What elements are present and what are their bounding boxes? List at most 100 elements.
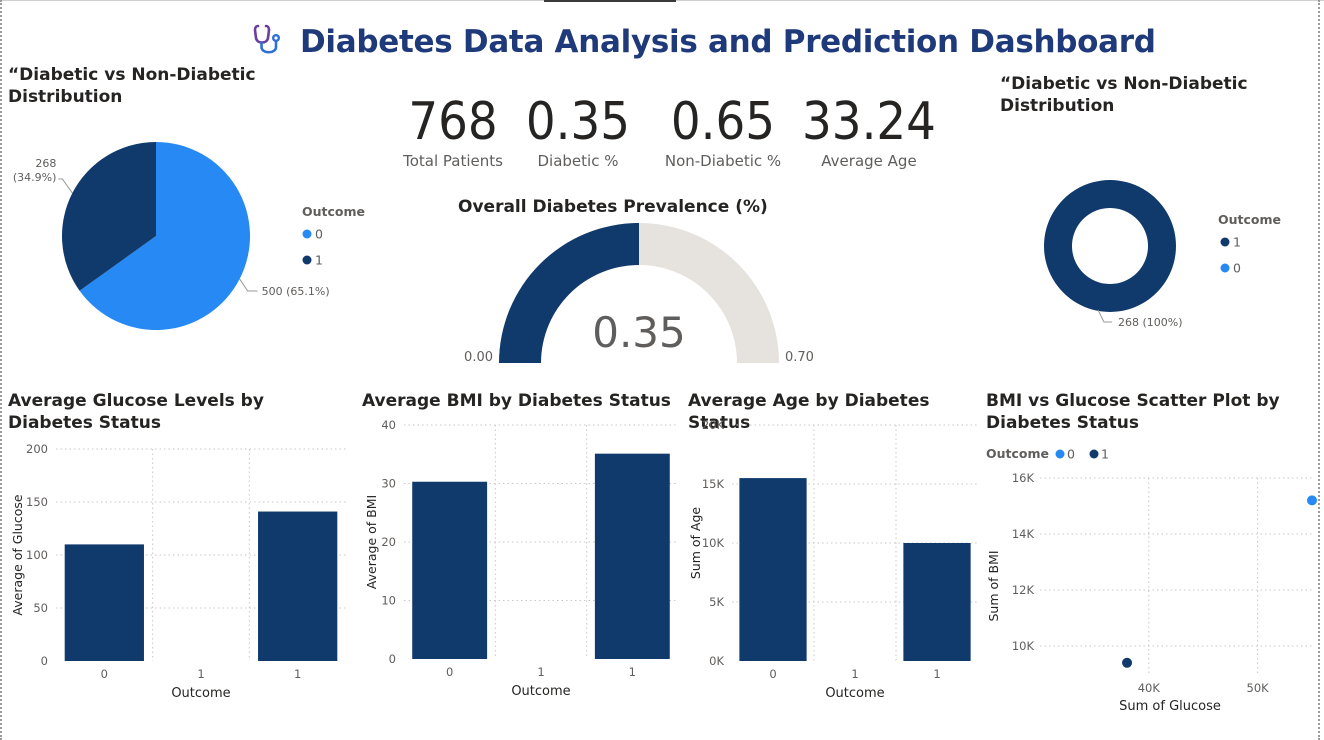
y-tick-label: 150 (26, 495, 48, 509)
legend-title: Outcome (302, 204, 365, 219)
x-tick-label: 1 (197, 667, 204, 681)
glucose-chart-title: Average Glucose Levels by Diabetes Statu… (8, 391, 264, 433)
y-axis-label: Sum of Age (688, 507, 703, 580)
dashboard-header: Diabetes Data Analysis and Prediction Da… (250, 20, 1156, 64)
y-tick-label: 50 (33, 601, 48, 615)
x-axis-label: Outcome (825, 686, 884, 701)
y-tick-label: 200 (26, 442, 48, 456)
donut-slice-1[interactable] (1043, 180, 1176, 312)
kpi-label: Non-Diabetic % (664, 152, 782, 170)
kpi-label: Total Patients (403, 152, 503, 170)
dashboard-title: Diabetes Data Analysis and Prediction Da… (300, 24, 1156, 60)
x-tick-label: 1 (851, 667, 858, 681)
legend-marker-0 (1220, 263, 1230, 273)
x-tick-label: 50K (1247, 681, 1270, 695)
kpi-value: 0.35 (525, 92, 631, 152)
kpi-non-diabetic-pct[interactable]: 0.65 Non-Diabetic % (656, 94, 790, 170)
age-chart-title: Average Age by Diabetes Status (688, 391, 930, 433)
y-tick-label: 20K (702, 418, 725, 432)
canvas-border-right (1318, 0, 1320, 740)
legend-marker-1 (1220, 237, 1230, 247)
legend-label: 1 (1233, 235, 1241, 250)
y-tick-label: 5K (709, 595, 724, 609)
pie-slice-0[interactable] (79, 142, 251, 330)
bar-1[interactable] (903, 543, 971, 661)
x-tick-label: 1 (294, 667, 301, 681)
pie-label-leader (239, 278, 258, 292)
donut-data-label: 268 (100%) (1118, 316, 1183, 329)
y-tick-label: 10K (1012, 639, 1035, 653)
x-tick-label: 1 (537, 665, 544, 679)
legend-label: 0 (315, 227, 323, 242)
glucose-bar-chart[interactable]: 0 50 100 150 200 0 1 1 Outcome Average of Glucose (0, 436, 350, 706)
gauge-chart-title: Overall Diabetes Prevalence (%) (458, 197, 768, 217)
bmi-chart-title: Average BMI by Diabetes Status (362, 391, 671, 411)
donut-chart-title: “Diabetic vs Non-Diabetic Distribution (1000, 74, 1248, 116)
y-tick-label: 30 (381, 477, 396, 491)
x-tick-label: 0 (101, 667, 108, 681)
y-tick-label: 0 (389, 652, 396, 666)
x-tick-label: 0 (769, 667, 776, 681)
legend-marker-1 (1089, 449, 1099, 459)
x-tick-label: 1 (629, 665, 636, 679)
legend-label: 0 (1233, 261, 1241, 276)
canvas-border-left (0, 0, 2, 740)
legend-label: 1 (1101, 447, 1109, 462)
legend-label: 1 (315, 253, 323, 268)
y-tick-label: 10 (381, 594, 396, 608)
pie-data-label: 500 (65.1%) (262, 285, 330, 298)
kpi-diabetic-pct[interactable]: 0.35 Diabetic % (518, 94, 638, 170)
gauge-value-arc (499, 223, 639, 363)
y-tick-label: 20 (381, 535, 396, 549)
kpi-value: 33.24 (802, 92, 936, 152)
kpi-value: 768 (408, 92, 498, 152)
pie-chart-title: “Diabetic vs Non-Diabetic Distribution (8, 65, 256, 107)
gauge-max-label: 0.70 (785, 350, 814, 365)
x-axis-label: Sum of Glucose (1119, 699, 1221, 710)
y-tick-label: 100 (26, 548, 48, 562)
bmi-bar-chart[interactable]: 0 10 20 30 40 0 1 1 Outcome Average of BMI (356, 415, 686, 705)
legend-marker-0 (302, 229, 312, 239)
legend-title: Outcome (986, 446, 1049, 461)
kpi-average-age[interactable]: 33.24 Average Age (796, 94, 942, 170)
y-tick-label: 40 (381, 418, 396, 432)
y-axis-label: Average of Glucose (10, 494, 25, 615)
scatter-point-0[interactable] (1307, 495, 1317, 506)
kpi-label: Average Age (821, 152, 917, 170)
scatter-chart[interactable]: Outcome 0 1 10K 12K 14K 16K 40K 50K Sum of Glucos… (982, 440, 1318, 710)
gauge-chart[interactable]: 0.35 0.00 0.70 (440, 215, 820, 375)
y-tick-label: 14K (1012, 527, 1035, 541)
y-axis-label: Average of BMI (364, 495, 379, 589)
y-tick-label: 10K (702, 536, 725, 550)
bar-0[interactable] (64, 544, 144, 661)
pie-slice-1[interactable] (61, 142, 156, 291)
kpi-total-patients[interactable]: 768 Total Patients (398, 94, 508, 170)
y-axis-label: Sum of BMI (986, 550, 1001, 621)
y-tick-label: 16K (1012, 471, 1035, 485)
legend-title: Outcome (1218, 212, 1281, 227)
legend-marker-1 (302, 255, 312, 265)
x-tick-label: 0 (446, 665, 453, 679)
age-bar-chart[interactable]: 0K 5K 10K 15K 20K 0 1 1 Outcome Sum of Age (684, 415, 984, 705)
x-axis-label: Outcome (171, 686, 230, 701)
scatter-chart-title: BMI vs Glucose Scatter Plot by Diabetes … (986, 391, 1280, 433)
legend-label: 0 (1067, 447, 1075, 462)
pie-data-label: (34.9%) (13, 171, 57, 184)
y-tick-label: 15K (702, 477, 725, 491)
stethoscope-icon (250, 22, 290, 62)
bar-0[interactable] (739, 478, 807, 661)
x-axis-label: Outcome (511, 684, 570, 699)
bar-0[interactable] (412, 481, 488, 659)
bar-1[interactable] (258, 511, 338, 661)
bar-1[interactable] (594, 453, 670, 659)
y-tick-label: 0K (709, 654, 724, 668)
y-tick-label: 0 (41, 654, 48, 668)
donut-label-leader (1097, 309, 1112, 323)
gauge-min-label: 0.00 (464, 350, 493, 365)
scatter-point-1[interactable] (1122, 657, 1133, 668)
legend-marker-0 (1055, 449, 1065, 459)
pie-chart[interactable]: 500 (65.1%) 268(34.9%) Outcome 0 1 (0, 110, 390, 370)
page-tab-indicator[interactable] (544, 0, 676, 2)
donut-chart[interactable]: 268 (100%) Outcome 1 0 (990, 160, 1310, 340)
x-tick-label: 40K (1138, 681, 1161, 695)
